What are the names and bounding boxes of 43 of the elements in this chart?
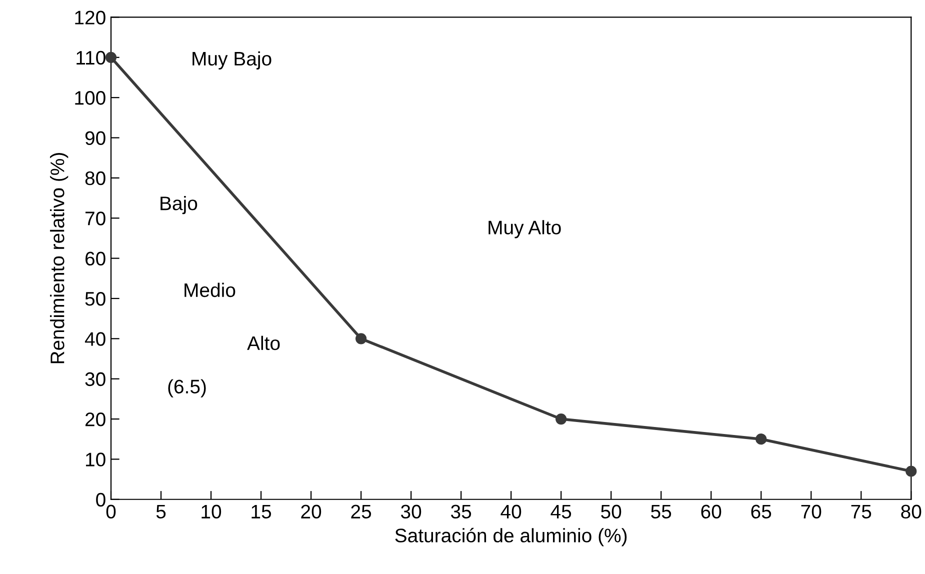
y-tick-label: 120 bbox=[75, 10, 106, 24]
y-tick-label: 100 bbox=[75, 91, 106, 105]
y-tick-label: 70 bbox=[86, 212, 106, 226]
annotation: Muy Alto bbox=[488, 220, 561, 238]
y-tick-label: 30 bbox=[85, 372, 106, 386]
x-axis-title: Saturación de aluminio (%) bbox=[395, 528, 627, 546]
x-tick-label: 30 bbox=[400, 504, 422, 519]
y-tick-label: 90 bbox=[85, 131, 106, 145]
x-tick-label: 0 bbox=[106, 504, 116, 519]
x-tick-label: 55 bbox=[651, 504, 672, 519]
y-tick-label: 60 bbox=[86, 252, 106, 266]
x-tick-label: 70 bbox=[801, 504, 822, 519]
point bbox=[556, 413, 567, 425]
y-tick-label: 20 bbox=[85, 412, 106, 426]
annotation: Medio bbox=[184, 282, 236, 298]
x-tick-label: 40 bbox=[500, 504, 522, 519]
x-tick-label: 50 bbox=[601, 504, 622, 519]
y-tick-label: 110 bbox=[76, 50, 106, 65]
x-tick-label: 5 bbox=[156, 504, 166, 519]
x-tick-label: 10 bbox=[202, 504, 222, 519]
y-tick-label: 50 bbox=[85, 292, 106, 306]
x-tick-label: 75 bbox=[851, 504, 872, 519]
annotation: Muy Bajo bbox=[192, 51, 272, 70]
x-tick-label: 20 bbox=[301, 504, 322, 519]
y-tick-label: 10 bbox=[86, 452, 106, 466]
x-tick-label: 60 bbox=[701, 504, 722, 519]
x-tick-label: 65 bbox=[751, 504, 772, 519]
annotation: Bajo bbox=[160, 196, 198, 214]
y-tick-label: 40 bbox=[84, 332, 106, 346]
x-tick-label: 80 bbox=[901, 504, 922, 519]
x-tick-label: 25 bbox=[351, 504, 372, 519]
x-tick-label: 35 bbox=[450, 504, 472, 519]
point bbox=[355, 333, 367, 344]
point bbox=[906, 466, 917, 477]
y-axis-title: Rendimiento relativo (%) bbox=[50, 153, 68, 364]
x-tick-label: 45 bbox=[550, 504, 572, 519]
annotation: Alto bbox=[247, 336, 280, 350]
y-tick-label: 0 bbox=[96, 492, 106, 507]
x-tick-label: 15 bbox=[252, 504, 272, 519]
point bbox=[756, 434, 767, 445]
point bbox=[105, 52, 117, 63]
annotation: (6.5) bbox=[168, 379, 206, 398]
y-tick-label: 80 bbox=[85, 171, 106, 186]
